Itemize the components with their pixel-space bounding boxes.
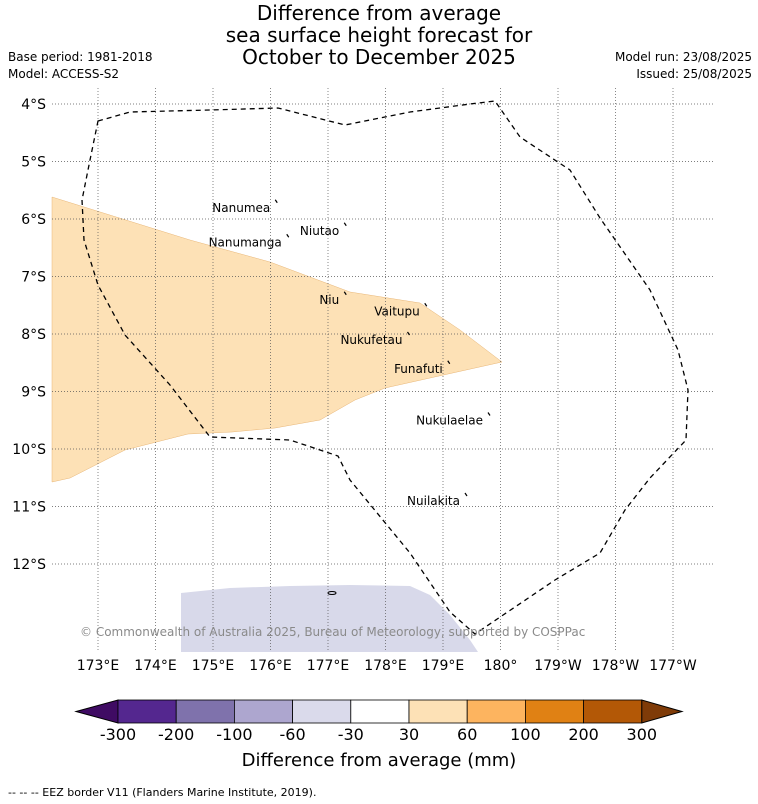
island-outline — [464, 492, 468, 497]
colorbar-tick-label: -300 — [99, 725, 137, 744]
model-run: Model run: 23/08/2025 — [614, 50, 752, 64]
colorbar-tick-label: -60 — [279, 725, 306, 744]
map-title-line-2: sea surface height forecast for — [225, 23, 533, 47]
island-marker: Niu — [319, 291, 347, 307]
colorbar-segment — [525, 699, 585, 724]
island-marker: Niutao — [300, 222, 347, 238]
colorbar-tick-label: 200 — [568, 725, 599, 744]
island-label: Niutao — [300, 224, 339, 238]
colorbar-segment — [350, 699, 410, 724]
island-label: Nukulaelae — [416, 414, 483, 428]
longitude-tick-label: 177°W — [649, 658, 697, 674]
latitude-tick-label: 4°S — [21, 97, 46, 113]
latitude-tick-label: 8°S — [21, 327, 46, 343]
colorbar-segment — [175, 699, 235, 724]
colorbar-title: Difference from average (mm) — [241, 750, 517, 771]
colorbar-tick-label: 100 — [510, 725, 541, 744]
copyright-notice: © Commonwealth of Australia 2025, Bureau… — [80, 625, 585, 639]
colorbar-tick-label: 60 — [457, 725, 478, 744]
island-outline — [424, 302, 428, 307]
island-outline — [327, 591, 337, 595]
island-marker: Funafuti — [394, 360, 451, 376]
colorbar-segment — [583, 699, 643, 724]
longitude-tick-label: 175°E — [192, 658, 235, 674]
colorbar-tick-label: -30 — [337, 725, 364, 744]
island-outline — [343, 291, 347, 296]
colorbar-segment — [408, 699, 468, 724]
island-outline — [286, 233, 290, 238]
island-marker: Nukulaelae — [416, 412, 491, 428]
colorbar-segment — [233, 699, 293, 724]
positive-anomaly-region — [51, 196, 503, 483]
latitude-tick-label: 5°S — [21, 155, 46, 171]
eez-footnote: -- -- -- EEZ border V11 (Flanders Marine… — [8, 786, 317, 799]
longitude-tick-label: 179°W — [534, 658, 582, 674]
longitude-tick-label: 178°W — [592, 658, 640, 674]
model-name: Model: ACCESS-S2 — [8, 67, 120, 81]
latitude-tick-label: 7°S — [21, 270, 46, 286]
colorbar-tick-label: 30 — [398, 725, 420, 744]
colorbar-extend-high — [641, 699, 684, 724]
map-title-line-1: Difference from average — [256, 1, 502, 25]
island-outline — [487, 412, 491, 416]
island-marker: Nanumanga — [209, 233, 290, 249]
longitude-tick-label: 176°E — [249, 658, 292, 674]
island-outline — [447, 360, 451, 365]
island-outline — [407, 331, 410, 336]
island-marker: Nukufetau — [340, 331, 410, 347]
island-label: Vaitupu — [374, 304, 420, 318]
colorbar-extend-low — [74, 699, 119, 724]
latitude-tick-label: 6°S — [21, 212, 46, 228]
colorbar-segment — [292, 699, 352, 724]
colorbar-segment — [466, 699, 526, 724]
island-label: Nuilakita — [407, 494, 460, 508]
island-outline — [274, 199, 278, 204]
latitude-tick-label: 12°S — [12, 557, 46, 573]
map-title-line-3: October to December 2025 — [242, 45, 516, 69]
eez-border — [81, 100, 689, 635]
island-outline — [343, 222, 347, 227]
island-label: Nukufetau — [340, 333, 402, 347]
longitude-tick-label: 177°E — [307, 658, 350, 674]
latitude-tick-label: 10°S — [12, 442, 46, 458]
island-marker: Nuilakita — [407, 492, 468, 508]
longitude-tick-label: 179°E — [422, 658, 465, 674]
island-marker: Vaitupu — [374, 302, 428, 318]
colorbar-segment — [117, 699, 177, 724]
latitude-tick-label: 9°S — [21, 385, 46, 401]
longitude-tick-label: 178°E — [364, 658, 407, 674]
island-label: Nanumanga — [209, 235, 282, 249]
colorbar-tick-label: 300 — [626, 725, 658, 744]
island-marker: Nanumea — [212, 199, 278, 215]
issued-date: Issued: 25/08/2025 — [636, 67, 752, 81]
base-period: Base period: 1981-2018 — [8, 50, 153, 64]
colorbar-tick-label: -200 — [158, 725, 195, 744]
longitude-tick-label: 180° — [484, 658, 518, 674]
island-label: Nanumea — [212, 201, 270, 215]
island-label: Niu — [319, 293, 339, 307]
island-label: Funafuti — [394, 362, 443, 376]
longitude-tick-label: 174°E — [134, 658, 177, 674]
negative-anomaly-region — [181, 585, 478, 652]
latitude-tick-label: 11°S — [12, 500, 46, 516]
colorbar-tick-label: -100 — [216, 725, 253, 744]
longitude-tick-label: 173°E — [77, 658, 120, 674]
